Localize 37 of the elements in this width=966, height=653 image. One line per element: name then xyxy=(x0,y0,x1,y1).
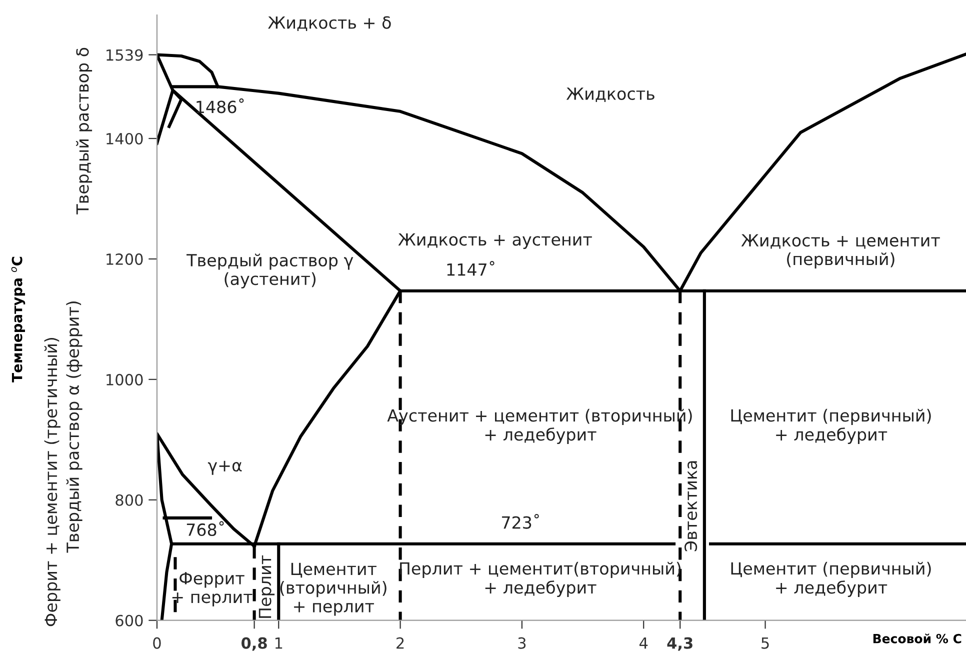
annotation: Перлит + цементит(вторичный) + ледебурит xyxy=(400,562,681,597)
x-tick-label: 3 xyxy=(518,637,526,649)
annotation: Цементит (вторичный) + перлит xyxy=(280,562,386,616)
y-tick-label: 800 xyxy=(116,494,143,506)
annotation: 723˚ xyxy=(502,514,539,529)
y-tick-label: 1000 xyxy=(106,374,143,386)
x-tick-label: 4 xyxy=(639,637,648,649)
annotation: Перлит xyxy=(258,555,275,618)
annotation: 1147˚ xyxy=(447,260,494,276)
text: Твердый раствор δ xyxy=(76,48,92,214)
annotation: Аустенит + цементит (вторичный) + ледебурит xyxy=(387,408,692,444)
annotation: Жидкость + δ xyxy=(268,16,391,31)
annotation: Твердый раствор γ (аустенит) xyxy=(186,254,354,288)
annotation: Жидкость xyxy=(566,88,654,102)
x-tick-label: 2 xyxy=(396,637,404,649)
x-tick-label: 0,8 xyxy=(242,637,267,651)
y-tick-label: 1400 xyxy=(106,132,143,145)
y-tick-label: 600 xyxy=(116,614,143,626)
text: Феррит + цементит (третичный) xyxy=(44,338,60,626)
annotation: 768˚ xyxy=(186,521,224,536)
x-tick-label: 0 xyxy=(153,637,161,649)
text: Твердый раствор α (феррит) xyxy=(66,301,82,553)
annotation: Цементит (первичный) + ледебурит xyxy=(731,408,931,444)
x-axis-title: Весовой % C xyxy=(873,634,962,644)
x-tick-label: 5 xyxy=(762,637,769,649)
annotation: Феррит + перлит xyxy=(172,572,252,606)
y-tick-label: 1200 xyxy=(106,253,143,265)
text: Температура $^{o}$C xyxy=(11,256,26,382)
y-tick-label: 1539 xyxy=(106,49,143,61)
x-tick-label: 4,3 xyxy=(667,637,692,651)
annotation: Жидкость + цементит (первичный) xyxy=(741,234,940,269)
annotation: γ+α xyxy=(208,460,242,475)
x-tick-label: 1 xyxy=(275,637,282,649)
annotation: 1486˚ xyxy=(196,98,244,114)
annotation: Жидкость + аустенит xyxy=(398,233,592,249)
annotation: Эвтектика xyxy=(684,461,698,552)
annotation: Цементит (первичный) + ледебурит xyxy=(731,562,931,597)
